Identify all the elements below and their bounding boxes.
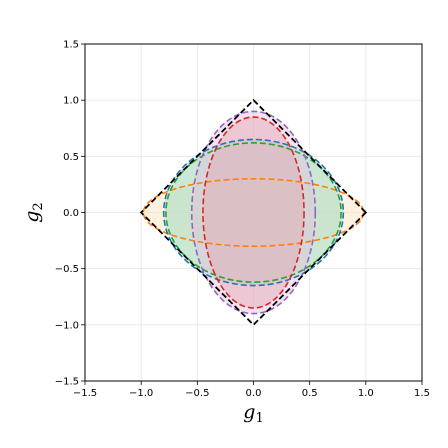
x-tick-label-4: 0.5	[302, 388, 318, 399]
region-outline-0	[142, 178, 365, 248]
y-tick-label-3: 0.0	[63, 208, 79, 219]
y-tick-label-5: 1.0	[63, 96, 79, 107]
diamond-outline-0	[139, 98, 368, 327]
region-fill-4	[202, 117, 305, 308]
x-axis-label: g1	[243, 401, 263, 426]
x-tick-label-5: 1.0	[358, 388, 374, 399]
region-fills	[143, 111, 364, 314]
x-tick-label-3: 0.0	[246, 388, 262, 399]
region-fill-0	[143, 178, 364, 247]
region-outlines	[139, 98, 368, 327]
ticks: −1.5 −1.0 −0.5 0.0 0.5 1.0 1.5 −1.5 −1.0 −0.5 0.0 0…	[55, 40, 430, 400]
y-tick-label-1: −1.0	[55, 320, 79, 331]
region-outline-1	[162, 138, 345, 287]
x-tick-label-6: 1.5	[414, 388, 430, 399]
y-tick-label-2: −0.5	[55, 264, 79, 275]
x-tick-label-2: −0.5	[185, 388, 209, 399]
y-tick-label-6: 1.5	[63, 40, 79, 51]
region-outline-3	[190, 110, 317, 315]
y-tick-label-0: −1.5	[55, 377, 79, 388]
region-fill-1	[163, 139, 344, 286]
region-outline-2	[165, 142, 342, 283]
x-tick-label-1: −1.0	[129, 388, 153, 399]
y-tick-label-4: 0.5	[63, 152, 79, 163]
x-tick-label-0: −1.5	[73, 388, 97, 399]
y-axis-label: g2	[21, 202, 46, 222]
region-fill-2	[165, 142, 342, 283]
region-outline-4	[202, 116, 305, 309]
region-fill-3	[191, 111, 316, 314]
